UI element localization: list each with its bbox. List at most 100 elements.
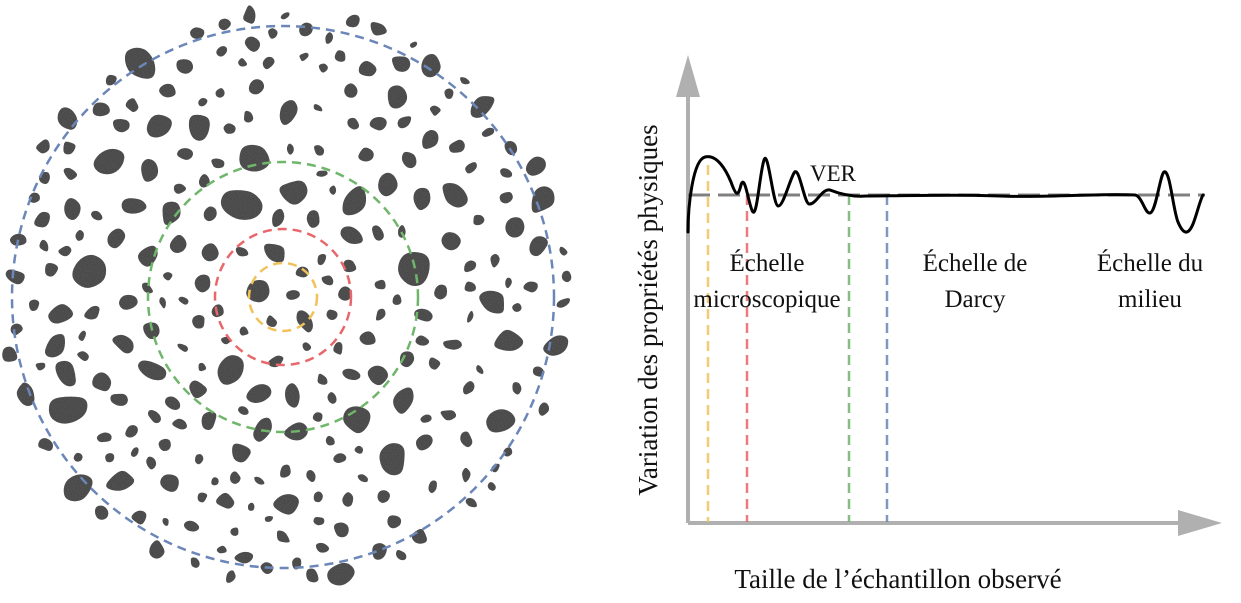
- region-medium-line1: Échelle du: [1097, 249, 1204, 277]
- grain: [460, 77, 470, 85]
- grain: [280, 12, 290, 20]
- grain: [317, 373, 328, 385]
- grain: [234, 551, 254, 564]
- grain: [130, 447, 139, 457]
- grain: [523, 281, 538, 293]
- y-axis-label: Variation des propriétés physiques: [633, 124, 663, 495]
- grain: [333, 342, 343, 355]
- grain: [84, 305, 100, 320]
- grain: [217, 355, 244, 385]
- grain: [525, 156, 546, 176]
- grain: [38, 438, 54, 451]
- grain: [194, 274, 211, 293]
- region-darcy-line1: Échelle de: [923, 249, 1028, 277]
- grain: [374, 279, 386, 290]
- grain: [393, 387, 414, 414]
- grain: [63, 141, 76, 155]
- grain: [246, 384, 272, 403]
- grain: [125, 425, 138, 438]
- grain: [215, 88, 225, 98]
- grain: [39, 239, 49, 252]
- grain: [449, 139, 465, 153]
- grain: [414, 308, 433, 322]
- grain: [262, 56, 275, 70]
- grain: [159, 297, 166, 309]
- grain: [216, 46, 228, 57]
- grain: [159, 83, 176, 98]
- ver-graph: VER Échelle microscopique Échelle de Dar…: [633, 55, 1222, 594]
- grain: [169, 234, 187, 253]
- grain: [512, 303, 522, 312]
- grain: [190, 27, 205, 39]
- grain: [313, 104, 323, 112]
- grain: [372, 543, 387, 560]
- grain: [243, 110, 254, 123]
- grain: [359, 331, 376, 345]
- grain: [48, 304, 74, 324]
- grain: [105, 453, 115, 463]
- grain: [146, 456, 157, 470]
- grain: [178, 296, 189, 305]
- region-microscopic-line2: microscopique: [693, 286, 840, 313]
- grain: [321, 275, 334, 286]
- grain: [367, 365, 388, 386]
- grain: [531, 186, 555, 213]
- grain: [295, 266, 309, 278]
- grain: [176, 59, 194, 74]
- grain: [462, 467, 471, 483]
- ver-label: VER: [810, 161, 857, 186]
- grain: [198, 97, 208, 107]
- grain: [246, 280, 270, 303]
- grain: [92, 372, 112, 392]
- grain: [422, 130, 439, 149]
- grain: [370, 22, 387, 36]
- grain: [211, 304, 224, 318]
- region-medium-line2: milieu: [1118, 286, 1182, 313]
- grain: [28, 192, 40, 203]
- grain: [529, 236, 548, 257]
- grain: [490, 254, 500, 268]
- grain: [379, 443, 405, 476]
- grain: [58, 245, 72, 257]
- grain: [239, 144, 270, 172]
- grain: [327, 392, 337, 404]
- grain: [411, 528, 428, 544]
- grain: [243, 5, 256, 24]
- grain: [357, 474, 368, 483]
- grain: [45, 262, 59, 277]
- grain: [397, 116, 412, 129]
- grain: [36, 139, 50, 154]
- grain: [421, 53, 441, 78]
- grain: [325, 32, 334, 44]
- grain: [211, 477, 219, 486]
- grain: [299, 22, 313, 37]
- grain: [329, 185, 337, 195]
- grain: [172, 418, 187, 430]
- grain: [92, 102, 110, 117]
- grain: [500, 168, 513, 178]
- grain: [325, 435, 335, 446]
- grain: [464, 281, 476, 292]
- y-axis-arrowhead: [676, 55, 700, 97]
- grain: [441, 232, 461, 251]
- grain: [244, 36, 261, 52]
- grain: [444, 88, 454, 99]
- grain: [57, 107, 78, 130]
- grain: [138, 245, 158, 267]
- grain: [64, 198, 81, 221]
- x-axis-label: Taille de l’échantillon observé: [734, 564, 1061, 594]
- grain: [190, 557, 200, 568]
- grain: [223, 123, 236, 134]
- grain: [198, 362, 207, 372]
- grain: [333, 453, 347, 464]
- grain: [494, 329, 524, 351]
- grain: [164, 396, 181, 411]
- grain: [48, 396, 88, 424]
- grain: [239, 326, 249, 336]
- grain: [505, 277, 512, 289]
- grain: [216, 492, 235, 509]
- grain: [327, 562, 355, 586]
- grain: [317, 254, 327, 266]
- grain: [479, 290, 505, 314]
